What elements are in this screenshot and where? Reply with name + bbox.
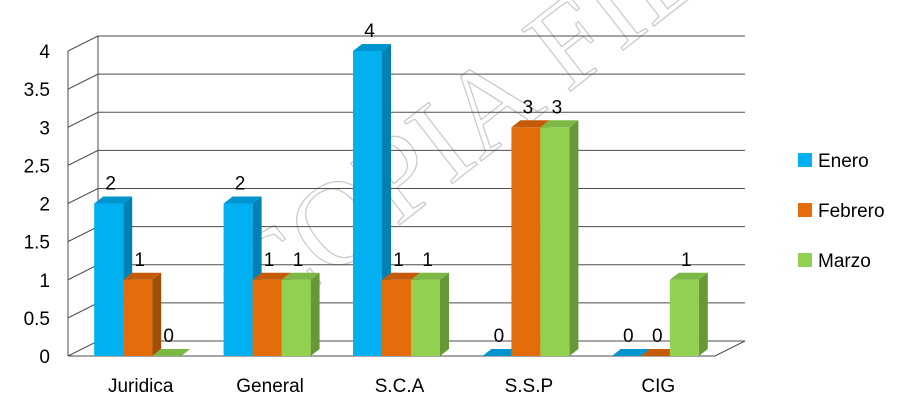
- data-label: 1: [134, 250, 145, 271]
- data-label: 3: [523, 97, 534, 118]
- data-label: 3: [552, 97, 563, 118]
- bar-top: [640, 349, 679, 356]
- legend-label: Enero: [818, 151, 869, 172]
- x-category-label: CIG: [641, 376, 675, 397]
- bar-front: [382, 279, 411, 356]
- x-category-label: General: [236, 376, 304, 397]
- gridline-connector: [67, 73, 99, 90]
- bar-top: [353, 44, 391, 51]
- x-axis-categories: Juridica General S.C.A S.S.P CIG: [108, 376, 675, 397]
- y-tick-label: 0.5: [24, 309, 50, 330]
- data-label: 1: [293, 250, 304, 271]
- bar-top: [540, 120, 579, 128]
- bar-front: [123, 279, 153, 356]
- data-label: 0: [494, 326, 505, 347]
- bar: [669, 272, 708, 356]
- legend-label: Febrero: [818, 201, 885, 222]
- bar-side: [440, 272, 449, 356]
- bars: [94, 44, 708, 356]
- x-category-label: S.S.P: [505, 376, 554, 397]
- bar-top: [382, 272, 420, 280]
- y-axis-ticks: 0 0.5 1 1.5 2 2.5 3 3.5 4: [24, 42, 51, 368]
- data-label: 0: [163, 326, 174, 347]
- y-tick-label: 4: [39, 42, 50, 63]
- data-label: 1: [422, 250, 433, 271]
- bar: [353, 44, 391, 356]
- data-label: 4: [364, 21, 375, 42]
- bar: [611, 349, 650, 356]
- y-tick-label: 3.5: [24, 80, 50, 101]
- bar: [123, 272, 162, 356]
- y-tick-label: 1: [39, 271, 50, 292]
- bar-front: [281, 279, 311, 356]
- bar-front: [511, 127, 541, 356]
- gridline-connector: [67, 35, 99, 52]
- legend-label: Marzo: [818, 251, 871, 272]
- bar-top: [511, 120, 550, 128]
- bar-front: [223, 203, 253, 356]
- bar-top: [94, 196, 133, 204]
- bar-top: [482, 349, 521, 356]
- bar: [640, 349, 679, 356]
- legend-swatch: [798, 203, 812, 217]
- data-label: 0: [652, 326, 663, 347]
- bar-top: [223, 196, 262, 204]
- bar-side: [152, 272, 162, 356]
- gridline-connector: [67, 264, 99, 281]
- bar: [411, 272, 449, 356]
- bar-top: [152, 349, 191, 356]
- legend-swatch: [798, 253, 812, 267]
- data-label: 1: [264, 250, 275, 271]
- bar-front: [252, 279, 282, 356]
- bar-side: [698, 272, 708, 356]
- bar: [152, 349, 191, 356]
- legend-item: Febrero: [798, 201, 885, 222]
- legend: Enero Febrero Marzo: [798, 151, 885, 272]
- gridline-connector: [67, 188, 99, 204]
- bar-front: [411, 279, 440, 356]
- gridline-connector: [67, 149, 99, 166]
- y-tick-label: 2.5: [24, 156, 50, 177]
- bar-top: [411, 272, 449, 280]
- bar-top: [611, 349, 650, 356]
- legend-swatch: [798, 153, 812, 167]
- bar-top: [123, 272, 162, 280]
- x-category-label: S.C.A: [375, 376, 425, 397]
- bar-top: [252, 272, 291, 280]
- gridline-connector: [67, 111, 99, 128]
- y-tick-label: 2: [39, 195, 50, 216]
- y-tick-label: 0: [39, 347, 50, 368]
- data-label: 1: [393, 250, 404, 271]
- data-label: 1: [681, 250, 692, 271]
- bar-side: [569, 120, 579, 356]
- bar-top: [281, 272, 320, 280]
- y-tick-label: 3: [39, 118, 50, 139]
- data-label: 2: [235, 174, 246, 195]
- legend-item: Enero: [798, 151, 869, 172]
- bar: [281, 272, 320, 356]
- bar-front: [540, 127, 570, 356]
- legend-item: Marzo: [798, 251, 871, 272]
- bar: [540, 120, 579, 356]
- gridline-connector: [67, 226, 99, 243]
- data-label: 0: [623, 326, 634, 347]
- bar-front: [669, 279, 699, 356]
- gridline-connector: [67, 302, 99, 319]
- x-category-label: Juridica: [108, 376, 174, 397]
- bar-front: [94, 203, 124, 356]
- bar: [482, 349, 521, 356]
- bar-side: [310, 272, 320, 356]
- bar-top: [669, 272, 708, 280]
- y-tick-label: 1.5: [24, 233, 50, 254]
- bar-front: [353, 51, 382, 356]
- data-label: 2: [105, 174, 116, 195]
